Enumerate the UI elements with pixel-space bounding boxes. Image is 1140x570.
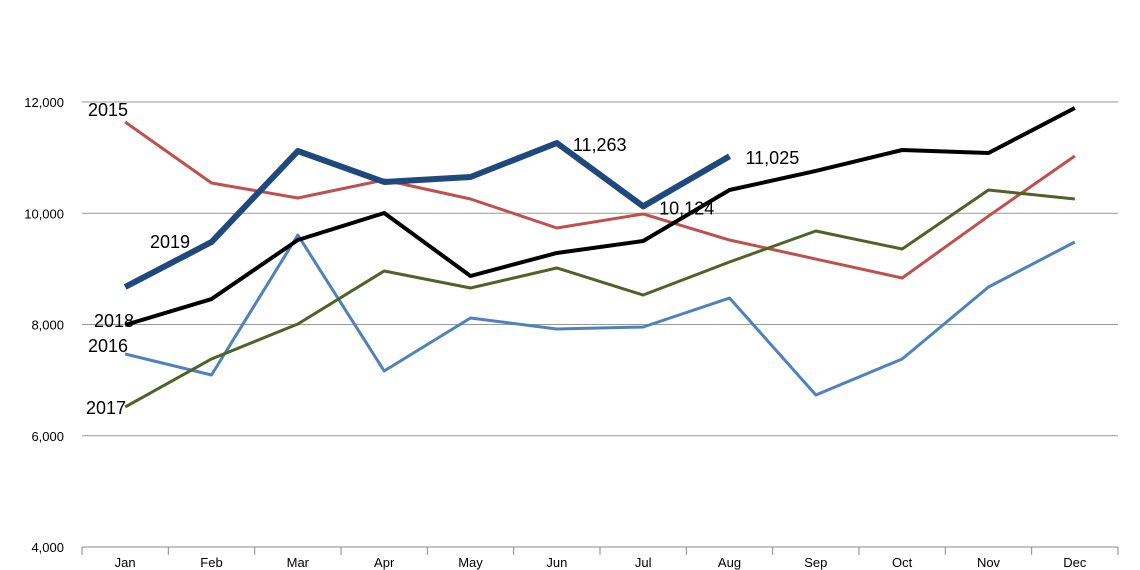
x-tick-label: Jan	[115, 555, 136, 570]
x-tick-label: Aug	[718, 555, 741, 570]
series-label: 2019	[150, 232, 190, 252]
y-tick-label: 8,000	[31, 318, 64, 333]
series-line	[124, 106, 1076, 327]
series-label: 2015	[88, 100, 128, 120]
x-tick-label: Jun	[546, 555, 567, 570]
y-tick-label: 4,000	[31, 540, 64, 555]
series-line	[124, 233, 1076, 397]
series-line	[123, 139, 732, 290]
x-tick-label: Jul	[635, 555, 652, 570]
x-tick-label: May	[458, 555, 483, 570]
x-tick-label: Dec	[1063, 555, 1087, 570]
y-tick-label: 12,000	[24, 95, 64, 110]
data-label: 11,025	[746, 148, 800, 168]
series-label: 2017	[86, 398, 126, 418]
x-tick-label: Feb	[200, 555, 222, 570]
x-tick-label: Mar	[287, 555, 310, 570]
data-label: 11,263	[573, 135, 627, 155]
x-tick-label: Sep	[804, 555, 827, 570]
series-line	[124, 120, 1076, 280]
data-label: 10,124	[659, 198, 714, 218]
y-tick-label: 10,000	[24, 206, 64, 221]
series-label: 2018	[94, 311, 134, 331]
series-line	[124, 188, 1075, 409]
series-label: 2016	[88, 336, 128, 356]
y-tick-label: 6,000	[31, 429, 64, 444]
x-tick-label: Nov	[977, 555, 1001, 570]
x-tick-label: Apr	[374, 555, 395, 570]
x-tick-label: Oct	[892, 555, 913, 570]
